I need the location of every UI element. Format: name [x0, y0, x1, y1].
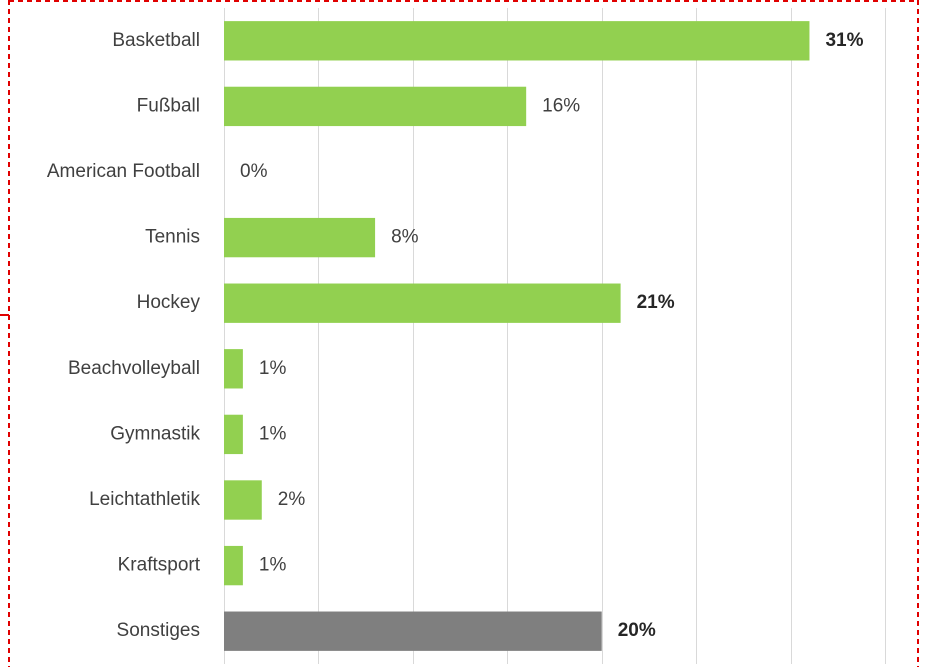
category-label: Basketball — [112, 30, 200, 51]
value-label: 21% — [637, 292, 675, 313]
category-label: Hockey — [137, 292, 201, 313]
value-label: 1% — [259, 423, 287, 444]
value-labels: 31% 16% 0% 8% 21% 1% 1% 2% 1% 20% — [240, 30, 864, 641]
value-label: 0% — [240, 161, 268, 182]
bar — [224, 349, 243, 389]
bar — [224, 217, 376, 258]
category-label: Kraftsport — [118, 555, 201, 576]
category-labels: Basketball Fußball American Football Tennis… — [47, 30, 201, 641]
category-label: Sonstiges — [117, 620, 200, 641]
value-label: 2% — [278, 489, 306, 510]
category-label: Leichtathletik — [89, 489, 200, 510]
bar — [224, 414, 243, 455]
bar — [224, 86, 527, 127]
value-label: 16% — [542, 95, 580, 116]
bar — [224, 21, 810, 61]
bar — [224, 611, 602, 651]
category-label: Fußball — [137, 95, 200, 116]
bar — [224, 480, 262, 520]
category-label: Tennis — [145, 227, 200, 248]
bar — [224, 545, 243, 586]
value-label: 20% — [618, 620, 656, 641]
value-label: 1% — [259, 358, 287, 379]
category-label: Gymnastik — [110, 423, 200, 444]
bars — [224, 21, 810, 651]
category-label: American Football — [47, 161, 200, 182]
bar — [224, 283, 621, 323]
value-label: 1% — [259, 555, 287, 576]
value-label: 8% — [391, 227, 419, 248]
value-label: 31% — [825, 30, 863, 51]
category-label: Beachvolleyball — [68, 358, 200, 379]
